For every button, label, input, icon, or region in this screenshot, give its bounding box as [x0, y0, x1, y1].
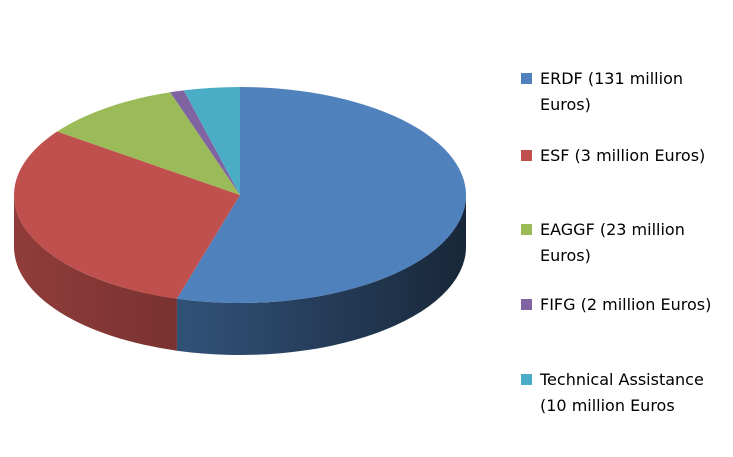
slice-side: [176, 195, 467, 355]
legend-item: Technical Assistance (10 million Euros: [521, 367, 726, 419]
legend-label: ESF (3 million Euros): [540, 146, 706, 165]
legend-swatch: [521, 224, 532, 235]
slice: [13, 131, 240, 299]
legend-label: FIFG (2 million Euros): [540, 295, 712, 314]
legend-swatch: [521, 374, 532, 385]
slice: [176, 87, 466, 304]
legend-item: FIFG (2 million Euros): [521, 292, 726, 318]
slice: [170, 90, 240, 195]
slice: [183, 87, 240, 195]
slice: [57, 92, 241, 195]
legend-label: EAGGF (23 million Euros): [540, 220, 685, 265]
legend-label: Technical Assistance (10 million Euros: [540, 370, 704, 415]
legend-swatch: [521, 73, 532, 84]
legend-item: ERDF (131 million Euros): [521, 66, 726, 118]
pie-area: [13, 87, 467, 355]
legend-item: EAGGF (23 million Euros): [521, 217, 726, 269]
legend-item: ESF (3 million Euros): [521, 143, 726, 169]
slice-side: [13, 195, 177, 351]
legend-swatch: [521, 299, 532, 310]
legend-swatch: [521, 150, 532, 161]
legend-label: ERDF (131 million Euros): [540, 69, 683, 114]
